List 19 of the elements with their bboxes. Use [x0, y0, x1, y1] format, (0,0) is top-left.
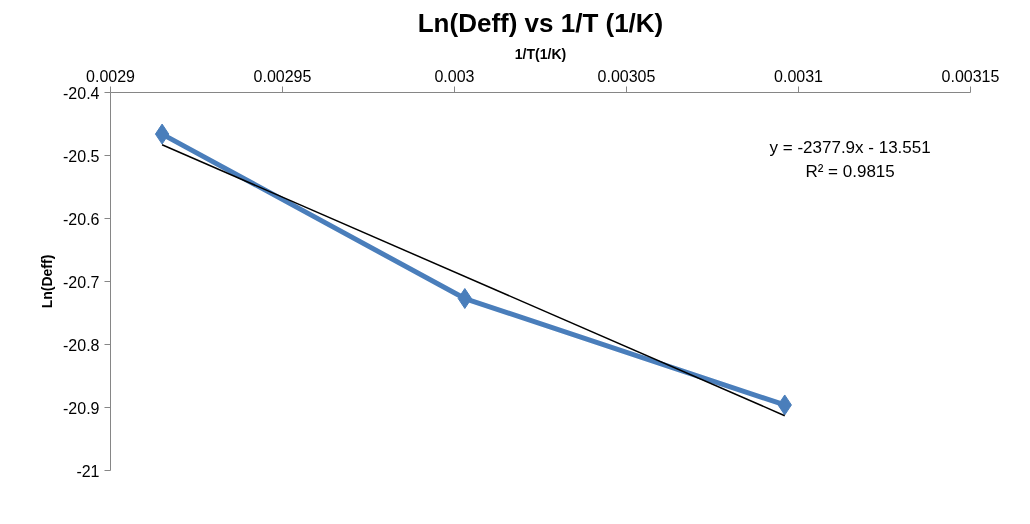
chart-title: Ln(Deff) vs 1/T (1/K): [417, 7, 664, 38]
y-axis-title: Ln(Deff): [39, 254, 56, 309]
x-tick-label: 0.003: [434, 67, 475, 85]
x-tick-label: 0.00295: [253, 67, 312, 85]
y-tick-label: -20.9: [63, 399, 100, 417]
y-tick-label: -20.8: [63, 336, 100, 354]
x-tick-label: 0.0029: [86, 67, 136, 85]
y-tick-label: -20.6: [63, 210, 100, 228]
y-tick-label: -21: [76, 462, 100, 480]
x-axis-title: 1/T(1/K): [514, 45, 567, 62]
y-tick-label: -20.5: [63, 147, 100, 165]
annotation: R² = 0.9815: [805, 162, 895, 182]
x-tick-label: 0.0031: [774, 67, 824, 85]
y-tick-label: -20.4: [63, 84, 100, 102]
x-tick-label: 0.00305: [597, 67, 656, 85]
annotation: y = -2377.9x - 13.551: [769, 137, 931, 157]
y-tick-label: -20.7: [63, 273, 100, 291]
x-tick-label: 0.00315: [941, 67, 1000, 85]
point: [154, 123, 170, 145]
